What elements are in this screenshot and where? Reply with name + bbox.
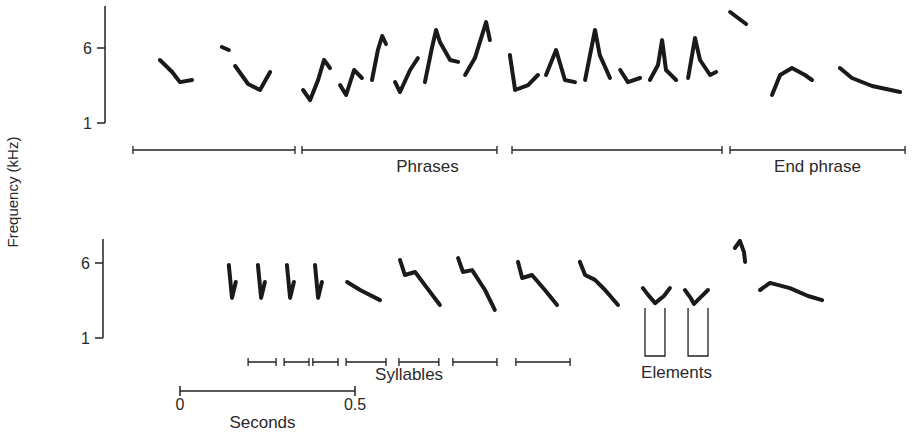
note (303, 60, 330, 100)
note (760, 283, 822, 300)
panel: 1 6 Phrases End phrase (83, 6, 905, 176)
note (287, 265, 294, 298)
y-axis (104, 6, 106, 123)
bracket (133, 146, 295, 154)
y-tick-label: 1 (81, 330, 90, 347)
y-tick-label: 1 (83, 115, 92, 132)
y-tick (95, 337, 103, 339)
scale-bar-title: Seconds (229, 413, 295, 432)
element-marker (688, 308, 708, 356)
note (400, 260, 440, 305)
bracket (453, 358, 497, 366)
note (685, 290, 708, 304)
note (160, 60, 192, 82)
element-marker (645, 308, 665, 356)
note (425, 30, 458, 82)
y-tick (95, 262, 103, 264)
bracket (516, 358, 570, 366)
note (643, 288, 670, 303)
bracket (302, 146, 497, 154)
note (772, 68, 812, 95)
note (730, 12, 746, 24)
group-label: End phrase (774, 157, 861, 176)
note (840, 68, 900, 92)
note (585, 30, 610, 80)
note (580, 262, 618, 305)
scale-bar (180, 390, 355, 392)
note (518, 262, 557, 305)
bracket (512, 146, 722, 154)
notes (160, 12, 900, 100)
scale-tick-label: 0 (176, 396, 185, 413)
group-label: Phrases (396, 157, 458, 176)
group-label: Syllables (375, 365, 443, 384)
note (229, 265, 236, 298)
note (546, 50, 575, 82)
note (465, 22, 490, 75)
panel: 1 6 Syllables Elements (81, 239, 822, 384)
note (395, 58, 418, 92)
note (620, 70, 640, 82)
note (315, 265, 322, 298)
y-tick (97, 47, 105, 49)
note (372, 36, 386, 80)
bracket (730, 146, 905, 154)
notes (229, 241, 822, 310)
note (510, 55, 538, 90)
note (458, 258, 495, 310)
bracket (313, 358, 338, 366)
y-tick (97, 122, 105, 124)
elements-label: Elements (641, 363, 712, 382)
bracket (248, 358, 276, 366)
y-axis (102, 239, 104, 338)
y-tick-label: 6 (81, 255, 90, 272)
scale-tick (179, 386, 181, 396)
note (222, 47, 229, 50)
scale-tick (354, 386, 356, 396)
y-tick-label: 6 (83, 40, 92, 57)
note (688, 38, 716, 78)
note (347, 282, 380, 300)
y-axis-title: Frequency (kHz) (4, 137, 21, 248)
note (258, 265, 265, 298)
note (735, 241, 745, 262)
scale-tick-label: 0.5 (344, 396, 366, 413)
figure: 1 6 Phrases End phrase 1 6 Syllables Elements Fr… (0, 0, 915, 435)
bracket (284, 358, 309, 366)
note (650, 40, 676, 80)
note (235, 66, 270, 90)
note (340, 70, 362, 95)
